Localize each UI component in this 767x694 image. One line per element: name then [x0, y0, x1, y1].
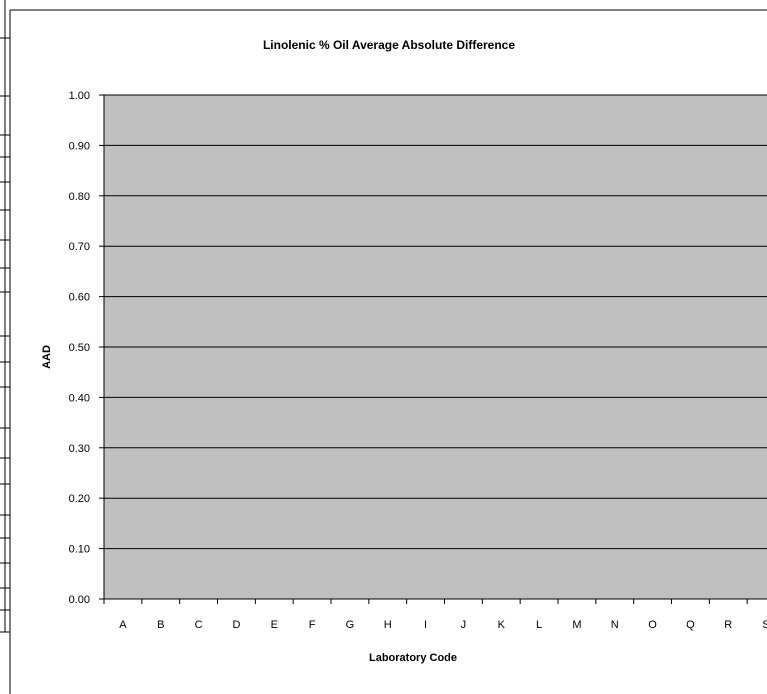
axes — [99, 94, 767, 604]
x-tick-label: E — [271, 619, 278, 631]
x-tick-label: I — [424, 619, 427, 631]
y-axis-title: AAD — [41, 345, 53, 369]
y-tick-label: 0.10 — [69, 544, 90, 556]
x-tick-label: H — [384, 619, 392, 631]
y-tick-label: 1.00 — [69, 90, 90, 102]
x-tick-label: B — [157, 619, 164, 631]
x-tick-label: G — [346, 619, 355, 631]
y-tick-label: 0.40 — [69, 392, 90, 404]
y-tick-label: 0.50 — [69, 342, 90, 354]
x-tick-label: O — [648, 619, 657, 631]
x-tick-label: F — [309, 619, 316, 631]
x-tick-label: N — [611, 619, 619, 631]
x-tick-label: Q — [686, 619, 695, 631]
x-tick-label: M — [572, 619, 581, 631]
sheet-edge-ticks — [0, 37, 10, 633]
y-tick-labels: 0.00 0.10 0.20 0.30 0.40 0.50 0.60 0.70 0.80 0.90… — [69, 90, 90, 606]
x-axis-title: Laboratory Code — [369, 652, 457, 664]
y-tick-label: 0.20 — [69, 493, 90, 505]
x-tick-label: L — [536, 619, 542, 631]
y-tick-label: 0.70 — [69, 241, 90, 253]
y-tick-label: 0.60 — [69, 292, 90, 304]
x-tick-label: C — [195, 619, 203, 631]
y-tick-label: 0.00 — [69, 594, 90, 606]
x-tick-label: S — [762, 619, 767, 631]
x-tick-label: A — [119, 619, 127, 631]
chart-title: Linolenic % Oil Average Absolute Differe… — [263, 38, 515, 52]
x-tick-label: R — [724, 619, 732, 631]
gridlines — [104, 94, 767, 550]
x-tick-label: J — [461, 619, 467, 631]
y-tick-label: 0.30 — [69, 443, 90, 455]
y-tick-label: 0.90 — [69, 140, 90, 152]
x-tick-label: K — [498, 619, 506, 631]
y-tick-label: 0.80 — [69, 191, 90, 203]
x-tick-label: D — [232, 619, 240, 631]
